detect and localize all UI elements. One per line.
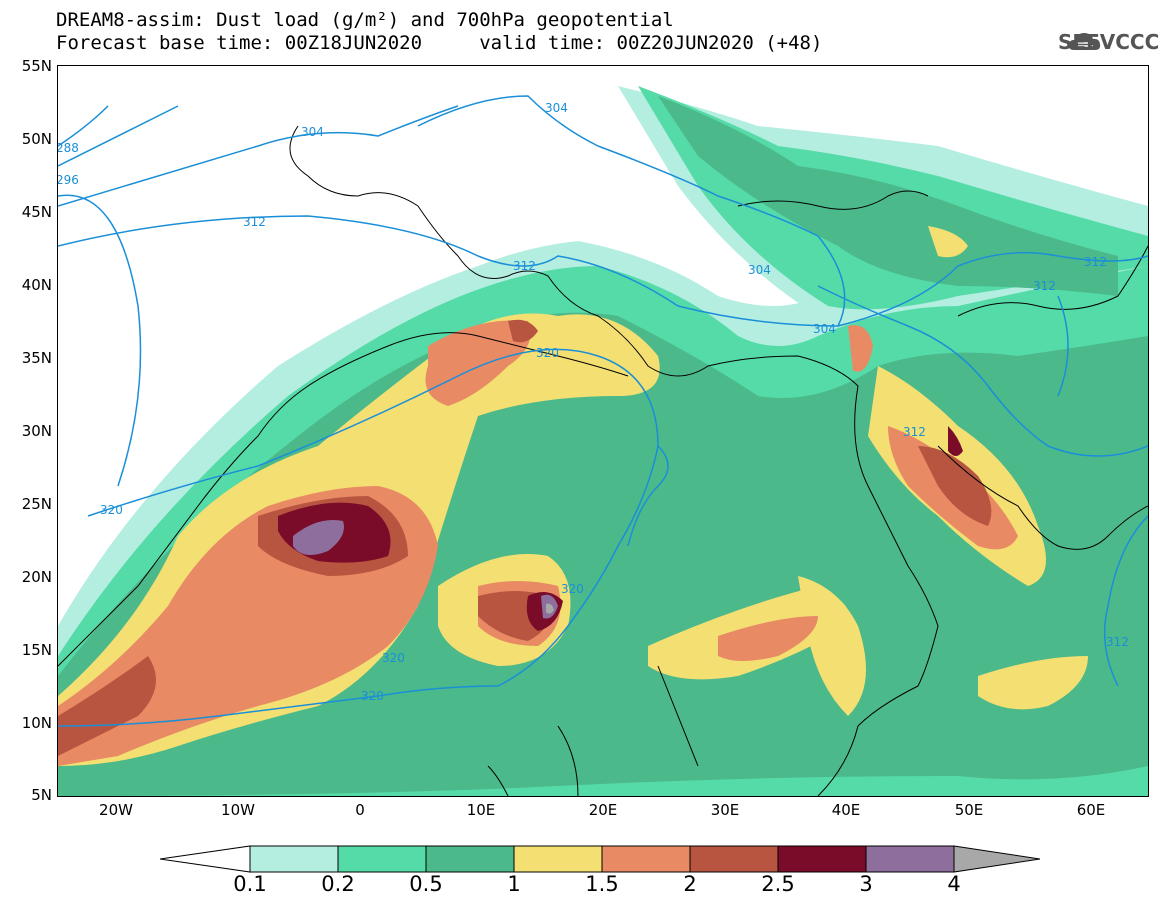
- contour-label: 304: [545, 101, 568, 115]
- forecast-time-subtitle: Forecast base time: 00Z18JUN2020 valid t…: [56, 32, 823, 54]
- colorbar-cell: [689, 845, 779, 873]
- lon-label: 60E: [1076, 801, 1106, 819]
- colorbar-cell: [865, 845, 955, 873]
- lat-label: 25N: [21, 495, 52, 513]
- lat-label: 10N: [21, 714, 52, 732]
- contour-label: 312: [513, 259, 536, 273]
- colorbar-label: 1: [507, 872, 521, 896]
- colorbar-label: 0.1: [233, 872, 267, 896]
- lat-label: 35N: [21, 349, 52, 367]
- lat-label: 50N: [21, 130, 52, 148]
- lat-label: 20N: [21, 568, 52, 586]
- colorbar-over-arrow: [953, 845, 1040, 873]
- contour-label: 288: [58, 141, 79, 155]
- dust-region-brownred: [58, 656, 156, 756]
- lat-label: 45N: [21, 203, 52, 221]
- lon-label: 10E: [466, 801, 496, 819]
- contour-label: 304: [748, 263, 771, 277]
- colorbar-label: 0.5: [409, 872, 443, 896]
- lat-label: 55N: [21, 57, 52, 75]
- lat-label: 5N: [31, 786, 52, 804]
- colorbar-label: 1.5: [585, 872, 619, 896]
- colorbar-cell: [249, 845, 339, 873]
- lon-label: 30E: [710, 801, 740, 819]
- geopotential-contours: [58, 95, 1148, 727]
- colorbar-cell: [601, 845, 691, 873]
- dust-load-map: 304 304 304 304 312 312 312 312 312 312 …: [57, 65, 1149, 797]
- lat-label: 30N: [21, 422, 52, 440]
- lon-label: 20E: [588, 801, 618, 819]
- contour-label: 312: [1033, 279, 1056, 293]
- map-canvas: 304 304 304 304 312 312 312 312 312 312 …: [58, 86, 1148, 796]
- seevccc-logo-icon: [1068, 33, 1101, 50]
- colorbar-cell: [777, 845, 867, 873]
- colorbar-label: 4: [947, 872, 961, 896]
- lon-label: 0: [355, 801, 365, 819]
- lon-label: 10W: [221, 801, 255, 819]
- contour-label: 296: [58, 173, 79, 187]
- lat-label: 40N: [21, 276, 52, 294]
- colorbar-cell: [513, 845, 603, 873]
- contour-label: 312: [1106, 635, 1129, 649]
- colorbar-cell: [425, 845, 515, 873]
- colorbar-under-arrow: [160, 845, 251, 873]
- contour-label: 320: [536, 346, 559, 360]
- contour-label: 320: [382, 651, 405, 665]
- contour-labels: 304 304 304 304 312 312 312 312 312 312 …: [58, 101, 1129, 703]
- contour-label: 304: [813, 322, 836, 336]
- colorbar-label: 0.2: [321, 872, 355, 896]
- lon-label: 50E: [954, 801, 984, 819]
- contour-label: 312: [1084, 255, 1107, 269]
- contour-label: 312: [243, 215, 266, 229]
- colorbar-cell: [337, 845, 427, 873]
- lon-label: 20W: [99, 801, 133, 819]
- colorbar: [160, 845, 1040, 873]
- colorbar-label: 2.5: [761, 872, 795, 896]
- lon-label: 40E: [831, 801, 861, 819]
- map-title: DREAM8-assim: Dust load (g/m²) and 700hP…: [56, 9, 674, 31]
- contour-label: 304: [301, 125, 324, 139]
- contour-label: 320: [361, 689, 384, 703]
- dust-region-purple: [293, 520, 344, 555]
- colorbar-label: 2: [683, 872, 697, 896]
- lat-label: 15N: [21, 641, 52, 659]
- logo-label: SEEVCCC: [1058, 30, 1160, 54]
- contour-label: 312: [903, 425, 926, 439]
- contour-label: 320: [100, 503, 123, 517]
- colorbar-label: 3: [859, 872, 873, 896]
- contour-label: 320: [561, 582, 584, 596]
- coastlines: [58, 125, 1148, 796]
